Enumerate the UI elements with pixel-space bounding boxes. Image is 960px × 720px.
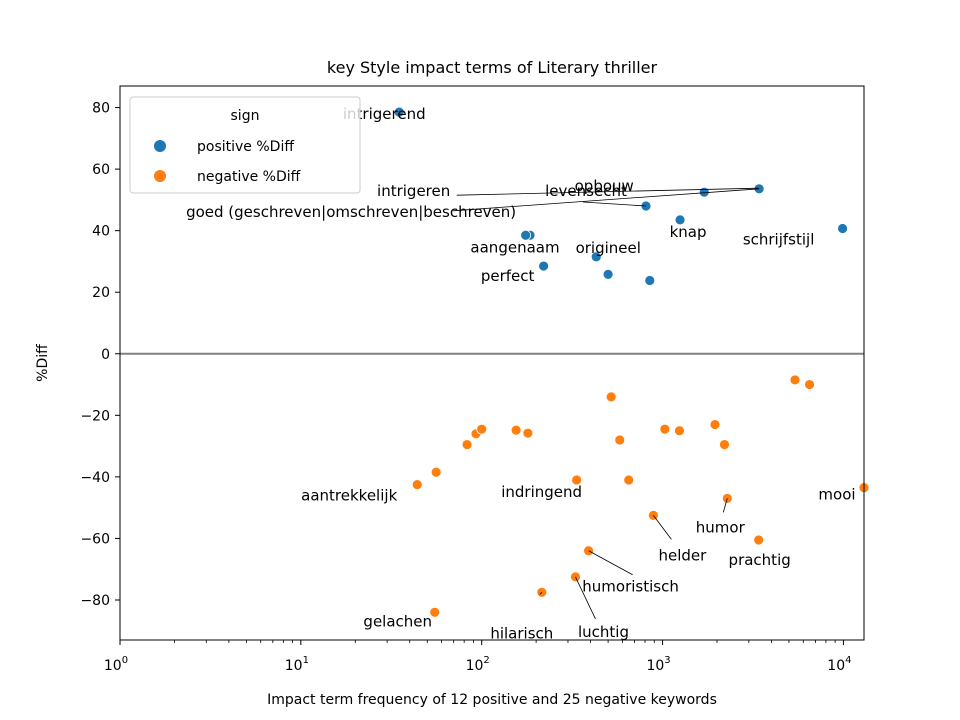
negative-point <box>510 424 522 436</box>
negative-point <box>789 374 801 386</box>
label-leader-line <box>456 187 759 196</box>
negative-point <box>476 423 488 435</box>
point-label: aantrekkelijk <box>301 487 397 505</box>
negative-point <box>614 434 626 446</box>
x-tick-label: 103 <box>646 655 670 674</box>
x-axis-label: Impact term frequency of 12 positive and… <box>267 692 717 708</box>
y-tick-label: −40 <box>80 470 110 486</box>
y-tick-label: 20 <box>92 285 110 301</box>
positive-point <box>590 251 602 263</box>
y-tick-label: −20 <box>80 408 110 424</box>
negative-point <box>709 419 721 430</box>
point-label: schrijfstijl <box>743 231 815 249</box>
point-label: knap <box>670 223 707 241</box>
x-axis-ticks: 100 101 102 103 104 <box>104 640 851 674</box>
positive-point <box>520 229 532 241</box>
point-label: aangenaam <box>470 238 559 256</box>
negative-point <box>571 474 583 486</box>
legend-title: sign <box>231 108 260 124</box>
point-label: opbouw <box>575 177 634 195</box>
legend-marker-positive <box>154 140 166 152</box>
label-leader-line <box>539 592 543 595</box>
point-label: humoristisch <box>582 578 679 596</box>
point-label: perfect <box>481 267 535 285</box>
x-tick-label: 100 <box>104 655 128 674</box>
negative-point <box>429 606 441 618</box>
x-tick-label: 101 <box>285 655 309 674</box>
label-leader-line <box>653 515 672 540</box>
negative-point <box>674 425 685 437</box>
point-label: gelachen <box>363 612 432 630</box>
negative-point <box>719 439 730 450</box>
positive-point <box>674 214 686 226</box>
y-tick-label: 40 <box>92 224 110 240</box>
negative-point <box>461 439 473 450</box>
positive-point <box>602 268 614 280</box>
axes-frame <box>119 85 865 641</box>
x-tick-label: 102 <box>466 655 490 674</box>
point-label: indringend <box>501 483 582 501</box>
x-tick-label: 104 <box>827 655 851 674</box>
label-leader-line <box>588 550 633 576</box>
legend-label-negative: negative %Diff <box>197 169 301 185</box>
legend-marker-negative <box>154 170 166 182</box>
positive-point <box>393 106 405 118</box>
positive-point <box>644 275 656 286</box>
negative-point <box>659 423 671 435</box>
label-leader-line <box>575 576 596 620</box>
negative-point <box>522 427 534 439</box>
point-labels: intrigerend aangenaam perfect origineel leve… <box>186 105 855 642</box>
label-leader-line <box>453 188 760 212</box>
point-label: intrigerend <box>343 105 426 123</box>
point-label: levensecht <box>545 182 627 200</box>
y-tick-label: −80 <box>80 593 110 609</box>
legend-label-positive: positive %Diff <box>197 139 294 155</box>
legend: sign positive %Diff negative %Diff <box>129 96 361 194</box>
negative-point <box>430 466 442 478</box>
negative-point <box>753 534 765 546</box>
label-leader-line <box>722 498 728 513</box>
point-label: luchtig <box>578 623 629 641</box>
negative-point <box>605 391 617 403</box>
y-axis-label: %Diff <box>35 344 51 382</box>
point-label: hilarisch <box>490 624 553 642</box>
point-label: helder <box>658 546 707 564</box>
negative-point <box>411 479 423 490</box>
point-label: mooi <box>818 486 855 504</box>
chart-title: key Style impact terms of Literary thril… <box>327 58 658 77</box>
point-label: origineel <box>576 239 641 257</box>
label-leader-line <box>582 201 647 207</box>
point-label: intrigeren <box>377 182 450 200</box>
positive-point <box>538 260 550 272</box>
y-tick-label: 60 <box>92 162 110 178</box>
y-tick-label: 80 <box>92 101 110 117</box>
point-label: humor <box>696 518 746 536</box>
point-label: goed (geschreven|omschreven|beschreven) <box>186 203 516 221</box>
y-axis-ticks: 80 60 40 20 0 −20 −40 −60 −80 <box>80 101 120 609</box>
legend-box <box>129 96 361 194</box>
negative-point <box>623 474 635 486</box>
negative-point <box>804 379 815 390</box>
point-label: prachtig <box>729 551 791 569</box>
y-tick-label: −60 <box>80 531 110 547</box>
positive-point <box>837 223 849 234</box>
y-tick-label: 0 <box>101 347 110 363</box>
